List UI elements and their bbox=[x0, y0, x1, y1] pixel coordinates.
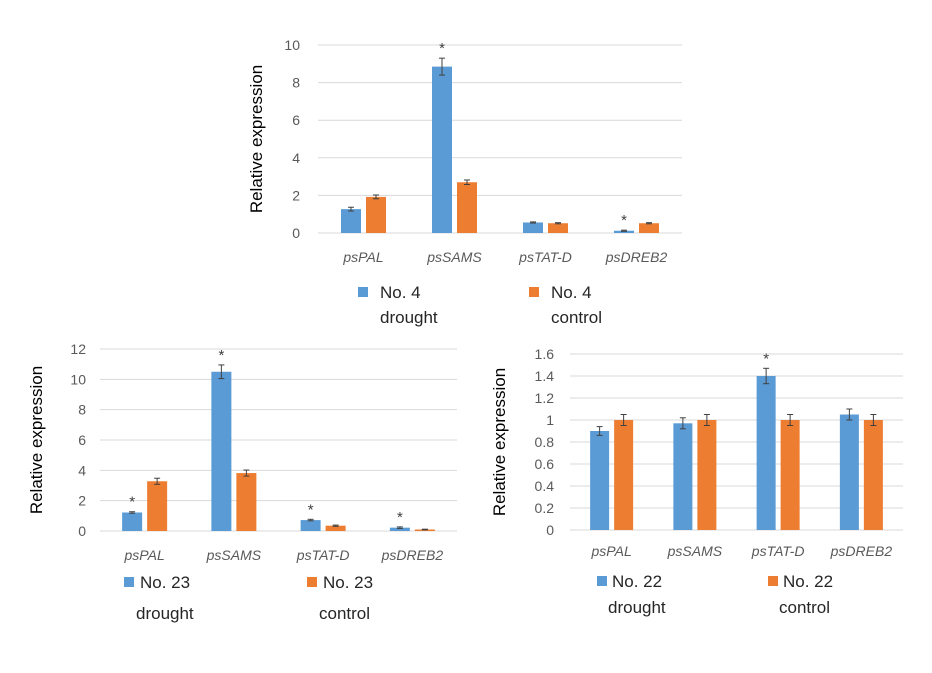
y-axis-label: Relative expression bbox=[27, 366, 46, 514]
legend-label: No. 22 bbox=[783, 572, 833, 591]
bar-psDREB2-drought bbox=[389, 527, 410, 531]
significance-marker: * bbox=[763, 350, 769, 367]
bar-psPAL-drought bbox=[590, 431, 610, 530]
legend-label: No. 4 bbox=[551, 283, 592, 302]
legend-swatch bbox=[307, 577, 317, 587]
legend-item-drought: No. 22 drought bbox=[597, 572, 666, 617]
y-tick-label: 2 bbox=[78, 493, 86, 509]
bar-psDREB2-drought bbox=[839, 414, 859, 530]
legend-swatch bbox=[124, 577, 134, 587]
legend-label: No. 23 bbox=[323, 573, 373, 592]
y-tick-label: 8 bbox=[78, 402, 86, 418]
bar-psSAMS-drought bbox=[432, 66, 452, 234]
x-tick-label: psSAMS bbox=[667, 543, 723, 559]
y-tick-label: 2 bbox=[292, 187, 300, 203]
significance-marker: * bbox=[129, 494, 135, 511]
y-axis-label: Relative expression bbox=[247, 65, 266, 213]
x-tick-label: psTAT-D bbox=[751, 543, 805, 559]
bar-psSAMS-control bbox=[457, 182, 477, 233]
legend-item-control: No. 22 control bbox=[768, 572, 833, 617]
x-tick-label: psDREB2 bbox=[381, 547, 444, 563]
chart-no23: 0 2 4 6 8 10 12 Relative expression * psPAL * psSAM… bbox=[27, 341, 457, 623]
y-tick-label: 12 bbox=[70, 341, 86, 357]
legend-item-drought: No. 4 drought bbox=[358, 283, 438, 327]
bar-psSAMS-control bbox=[697, 420, 717, 530]
legend-item-control: No. 23 control bbox=[307, 573, 373, 623]
x-tick-label: psSAMS bbox=[206, 547, 262, 563]
legend-label-line2: control bbox=[551, 308, 602, 327]
bar-psTAT-D-drought bbox=[300, 520, 321, 531]
y-tick-label: 1.6 bbox=[535, 346, 555, 362]
x-tick-label: psSAMS bbox=[426, 249, 482, 265]
bar-psTAT-D-control bbox=[780, 420, 800, 530]
y-tick-label: 4 bbox=[292, 150, 300, 166]
y-tick-label: 6 bbox=[78, 432, 86, 448]
y-tick-label: 1.4 bbox=[535, 368, 555, 384]
legend-label: No. 22 bbox=[612, 572, 662, 591]
bar-psSAMS-drought bbox=[211, 371, 232, 531]
y-tick-label: 1.2 bbox=[535, 390, 555, 406]
bar-psTAT-D-control bbox=[548, 223, 568, 233]
bar-psPAL-control bbox=[366, 196, 386, 233]
x-tick-label: psPAL bbox=[342, 249, 383, 265]
legend-label-line2: control bbox=[319, 604, 370, 623]
bar-psDREB2-control bbox=[863, 420, 883, 530]
significance-marker: * bbox=[439, 40, 445, 57]
bar-psDREB2-control bbox=[639, 223, 659, 233]
x-tick-label: psTAT-D bbox=[296, 547, 350, 563]
y-tick-label: 0.8 bbox=[535, 434, 555, 450]
legend-label-line2: drought bbox=[380, 308, 438, 327]
y-tick-label: 0 bbox=[78, 523, 86, 539]
legend-item-control: No. 4 control bbox=[529, 283, 602, 327]
bar-psPAL-drought bbox=[341, 209, 361, 233]
bar-psDREB2-drought bbox=[614, 230, 634, 233]
y-tick-label: 0.2 bbox=[535, 500, 555, 516]
bar-psSAMS-control bbox=[236, 473, 257, 531]
legend-label-line2: control bbox=[779, 598, 830, 617]
significance-marker: * bbox=[397, 509, 403, 526]
bar-psSAMS-drought bbox=[673, 423, 693, 530]
legend-swatch bbox=[529, 287, 539, 297]
y-tick-label: 10 bbox=[284, 37, 300, 53]
legend-label: No. 4 bbox=[380, 283, 421, 302]
chart-no4: 0 2 4 6 8 10 Relative expression psPAL * psSAMS ps… bbox=[247, 37, 682, 327]
y-tick-label: 10 bbox=[70, 371, 86, 387]
y-tick-label: 0 bbox=[292, 225, 300, 241]
y-axis-label: Relative expression bbox=[490, 368, 509, 516]
y-tick-label: 4 bbox=[78, 462, 86, 478]
significance-marker: * bbox=[621, 212, 627, 229]
bar-psPAL-control bbox=[147, 481, 168, 531]
legend-swatch bbox=[358, 287, 368, 297]
bar-psPAL-drought bbox=[122, 512, 143, 531]
significance-marker: * bbox=[218, 347, 224, 364]
bar-psTAT-D-control bbox=[325, 525, 346, 531]
x-tick-label: psPAL bbox=[591, 543, 632, 559]
y-tick-label: 0.6 bbox=[535, 456, 555, 472]
legend-swatch bbox=[597, 576, 607, 586]
bar-psTAT-D-drought bbox=[523, 222, 543, 233]
significance-marker: * bbox=[308, 501, 314, 518]
legend-label-line2: drought bbox=[608, 598, 666, 617]
y-tick-label: 1 bbox=[546, 412, 554, 428]
legend-label-line2: drought bbox=[136, 604, 194, 623]
y-tick-label: 0 bbox=[546, 522, 554, 538]
y-tick-label: 6 bbox=[292, 112, 300, 128]
legend-swatch bbox=[768, 576, 778, 586]
legend-item-drought: No. 23 drought bbox=[124, 573, 194, 623]
bar-psTAT-D-drought bbox=[756, 376, 776, 530]
y-tick-label: 0.4 bbox=[535, 478, 555, 494]
legend-label: No. 23 bbox=[140, 573, 190, 592]
x-tick-label: psDREB2 bbox=[605, 249, 668, 265]
y-tick-label: 8 bbox=[292, 75, 300, 91]
x-tick-label: psPAL bbox=[124, 547, 165, 563]
x-tick-label: psDREB2 bbox=[830, 543, 893, 559]
chart-no22: 0 0.2 0.4 0.6 0.8 1 1.2 1.4 1.6 Relative expressi… bbox=[490, 346, 903, 617]
bar-psPAL-control bbox=[614, 420, 634, 530]
x-tick-label: psTAT-D bbox=[518, 249, 572, 265]
